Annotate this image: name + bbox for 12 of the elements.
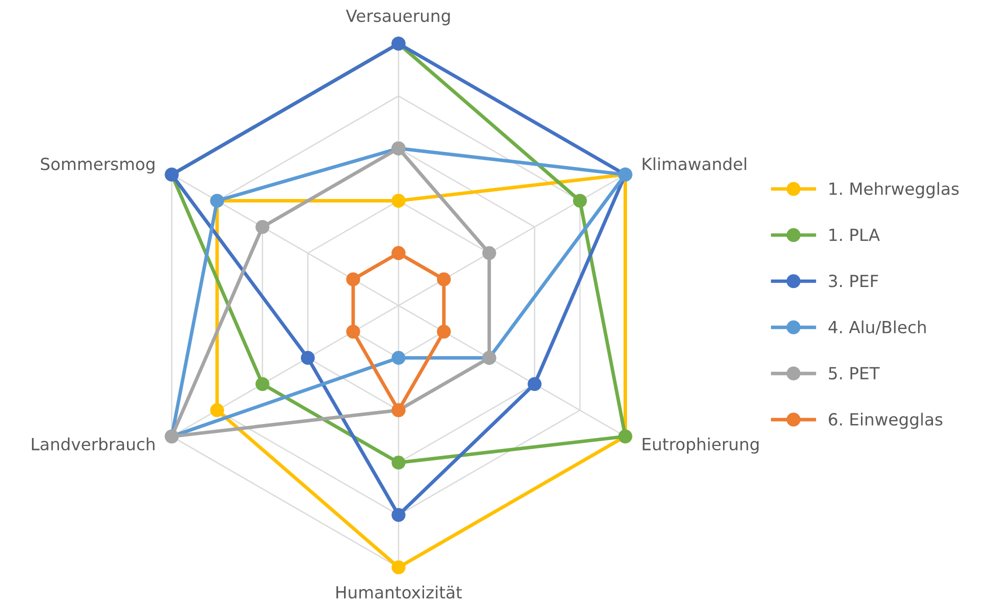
spoke-label: Versauerung: [346, 10, 450, 26]
legend-label: 1. Mehrwegglas: [830, 182, 959, 198]
legend-label: 6. Einwegglas: [828, 412, 942, 429]
spoke-label: Landverbrauch: [32, 438, 154, 450]
legend-label: 5. PET: [828, 367, 880, 380]
spoke-label: Sommersmog: [40, 158, 154, 174]
spoke-label: Eutrophierung: [642, 438, 759, 454]
spoke-label: Humantoxizität: [336, 586, 462, 599]
legend-label: 4. Alu/Blech: [828, 320, 926, 335]
spoke-label: Klimawandel: [642, 157, 746, 170]
legend-label: 3. PEF: [828, 274, 878, 288]
legend-label: 1. PLA: [830, 228, 880, 241]
